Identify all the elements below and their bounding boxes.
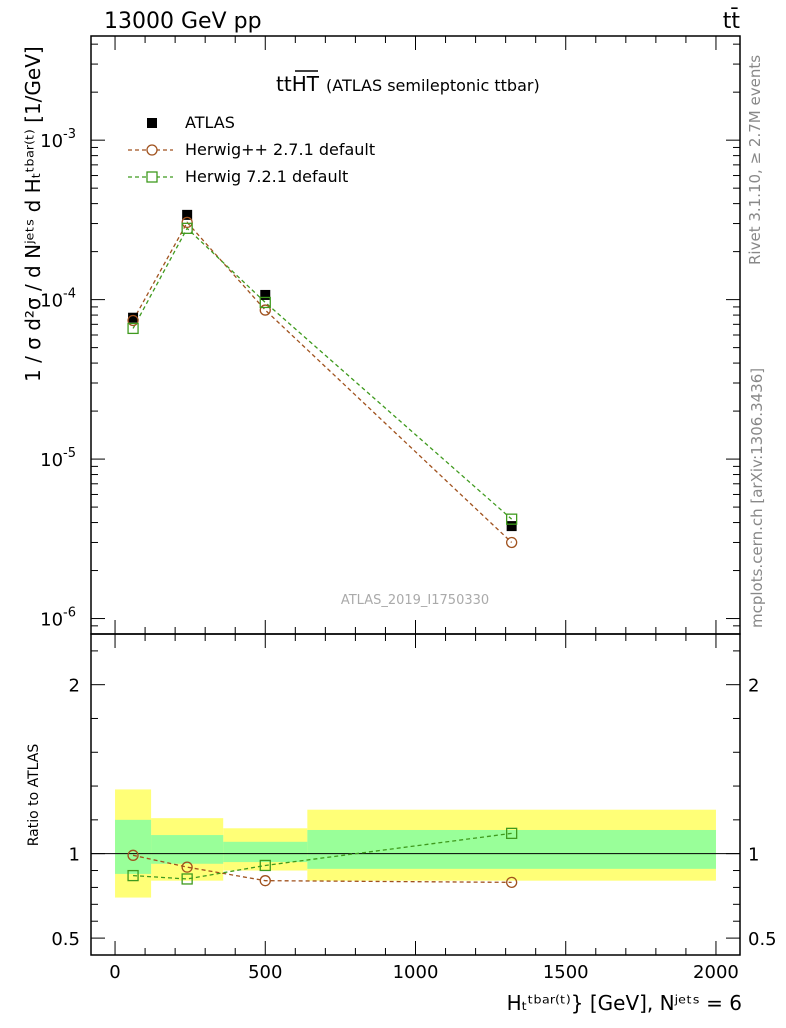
main-y-tick-label-base: 10 bbox=[40, 291, 63, 312]
ratio-x-tick-label: 1000 bbox=[393, 962, 439, 983]
legend-herwig7-label: Herwig 7.2.1 default bbox=[185, 167, 348, 186]
main-y-tick-label: 10-5 bbox=[40, 446, 76, 471]
data-point-herwigpp bbox=[259, 304, 271, 316]
ratio-x-tick-label: 1500 bbox=[543, 962, 589, 983]
analysis-id-label: ATLAS_2019_I1750330 bbox=[341, 593, 489, 608]
x-axis-label: Hₜᵗᵇᵃʳ⁽ᵗ⁾} [GeV], Nʲᵉᵗˢ = 6 bbox=[507, 991, 742, 1015]
data-point-herwig7 bbox=[259, 296, 271, 309]
ratio-panel-ticks: 0 500 1000 1500 2000 0.5 0.5 1 1 2 2 bbox=[51, 634, 777, 983]
ratio-point-herwig7 bbox=[127, 869, 139, 882]
ratio-y-tick-label-left: 2 bbox=[69, 676, 80, 697]
ratio-point-herwigpp bbox=[181, 861, 193, 873]
mcplots-label: mcplots.cern.ch [arXiv:1306.3436] bbox=[748, 368, 766, 628]
main-y-tick-label-base: 10 bbox=[40, 450, 63, 471]
ratio-band-green bbox=[307, 829, 716, 869]
ratio-y-tick-label-right: 0.5 bbox=[748, 929, 777, 950]
ratio-y-tick-label-right: 1 bbox=[748, 845, 759, 866]
main-series-line bbox=[132, 227, 513, 520]
ratio-x-tick-label: 2000 bbox=[693, 962, 739, 983]
main-y-tick-label: 10-6 bbox=[40, 606, 76, 631]
legend-atlas-label: ATLAS bbox=[185, 113, 235, 132]
plot-subtitle: (ATLAS semileptonic ttbar) bbox=[326, 76, 540, 95]
ratio-point-herwig7 bbox=[505, 827, 518, 840]
plot-title-over: HT bbox=[292, 72, 320, 96]
main-y-tick-label: 10-3 bbox=[40, 127, 76, 152]
main-y-tick-label-exp: -5 bbox=[63, 446, 76, 461]
energy-label: 13000 GeV pp bbox=[104, 9, 262, 34]
data-point-herwigpp bbox=[127, 314, 139, 327]
plot-title: ttHT bbox=[276, 72, 320, 96]
main-y-tick-label-exp: -6 bbox=[63, 606, 76, 621]
main-panel-ticks: 10-310-410-510-6 bbox=[40, 36, 740, 635]
main-series-line bbox=[132, 221, 513, 543]
ratio-series-points bbox=[127, 827, 518, 889]
ratio-y-axis-label: Ratio to ATLAS bbox=[26, 744, 42, 847]
legend-herwig7-marker bbox=[146, 171, 158, 183]
data-point-atlas bbox=[506, 521, 517, 532]
ratio-series-line bbox=[133, 832, 512, 880]
data-point-herwig7 bbox=[127, 322, 139, 335]
ratio-panel-frame bbox=[90, 633, 741, 956]
ratio-point-herwig7 bbox=[259, 859, 271, 872]
main-y-tick-label-base: 10 bbox=[40, 131, 63, 152]
main-y-tick-label-exp: -4 bbox=[63, 287, 76, 302]
process-label: tt̄ bbox=[723, 8, 741, 34]
ratio-point-herwig7 bbox=[181, 873, 193, 885]
legend-herwigpp-marker bbox=[146, 144, 158, 156]
ratio-x-tick-label: 500 bbox=[248, 962, 282, 983]
data-point-atlas bbox=[128, 312, 139, 323]
data-point-herwig7 bbox=[181, 222, 193, 234]
data-point-atlas bbox=[182, 209, 193, 220]
data-point-herwigpp bbox=[181, 216, 193, 229]
rivet-label: Rivet 3.1.10, ≥ 2.7M events bbox=[746, 55, 764, 265]
ratio-band-green bbox=[151, 835, 224, 864]
ratio-band-green bbox=[223, 841, 308, 863]
data-point-herwig7 bbox=[505, 513, 518, 525]
main-y-tick-label-base: 10 bbox=[40, 610, 63, 631]
ratio-point-herwigpp bbox=[259, 875, 271, 887]
main-series-lines bbox=[132, 221, 513, 543]
ratio-y-tick-label-right: 2 bbox=[748, 676, 759, 697]
main-y-tick-label: 10-4 bbox=[40, 287, 76, 312]
data-point-herwigpp bbox=[505, 536, 518, 549]
legend-herwigpp-label: Herwig++ 2.7.1 default bbox=[185, 140, 375, 159]
main-y-axis-label: 1 / σ d²σ / d Nʲᵉᵗˢ d Hₜᵗᵇᵃʳ⁽ᵗ⁾ [1/GeV] bbox=[21, 46, 45, 382]
legend-atlas-marker bbox=[147, 118, 157, 128]
ratio-series-lines bbox=[132, 832, 512, 884]
ratio-bands bbox=[91, 789, 740, 898]
main-series-points bbox=[127, 209, 518, 549]
legend: ATLAS Herwig++ 2.7.1 default Herwig 7.2.… bbox=[128, 113, 375, 186]
plot-title-main: tt bbox=[276, 72, 292, 96]
ratio-band-green bbox=[115, 819, 152, 874]
main-y-tick-label-exp: -3 bbox=[63, 127, 76, 142]
ratio-x-tick-label: 0 bbox=[109, 962, 120, 983]
data-point-atlas bbox=[260, 289, 271, 300]
ratio-point-herwigpp bbox=[127, 849, 139, 861]
ratio-point-herwigpp bbox=[505, 876, 518, 889]
ratio-y-tick-label-left: 0.5 bbox=[51, 929, 80, 950]
ratio-y-tick-label-left: 1 bbox=[69, 845, 80, 866]
